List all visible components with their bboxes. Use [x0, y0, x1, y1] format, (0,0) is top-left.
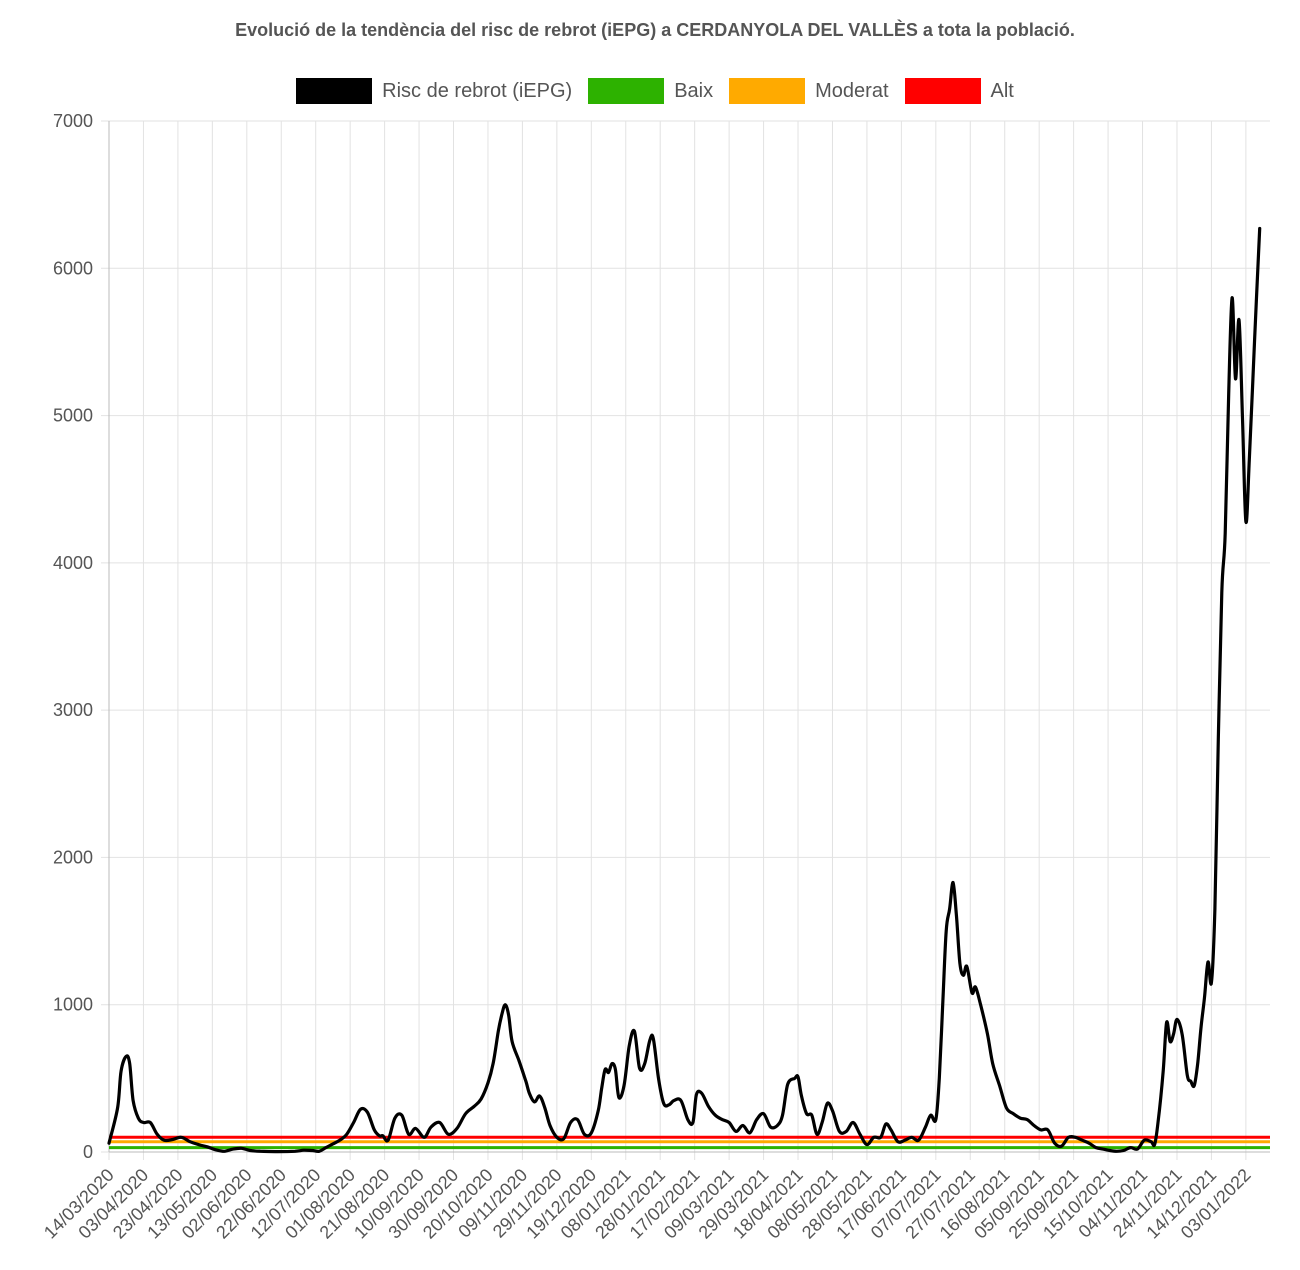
legend-item-moderat[interactable]: Moderat — [729, 78, 889, 104]
series-layer — [107, 226, 1262, 1154]
legend-label-baix: Baix — [674, 79, 714, 102]
y-tick-label: 5000 — [53, 406, 93, 426]
y-tick-label: 2000 — [53, 847, 93, 867]
y-tick-label: 3000 — [53, 700, 93, 720]
y-tick-label: 1000 — [53, 995, 93, 1015]
legend-item-iepg[interactable]: Risc de rebrot (iEPG) — [296, 78, 572, 104]
legend-swatch-iepg — [296, 78, 373, 104]
legend-swatch-alt — [904, 78, 981, 104]
legend: Risc de rebrot (iEPG) Baix Moderat Alt — [0, 78, 1300, 104]
x-axis: 14/03/202003/04/202023/04/202013/05/2020… — [40, 1165, 1255, 1243]
legend-item-alt[interactable]: Alt — [904, 78, 1014, 104]
y-tick-label: 4000 — [53, 553, 93, 573]
y-axis: 0 1000 2000 3000 4000 5000 6000 7000 — [53, 111, 93, 1162]
legend-label-moderat: Moderat — [815, 79, 889, 102]
y-tick-label: 0 — [83, 1142, 93, 1162]
legend-label-iepg: Risc de rebrot (iEPG) — [382, 79, 573, 102]
chart-title: Evolució de la tendència del risc de reb… — [235, 20, 1075, 40]
legend-swatch-baix — [588, 78, 665, 104]
legend-label-alt: Alt — [990, 79, 1014, 102]
legend-item-baix[interactable]: Baix — [588, 78, 713, 104]
legend-swatch-moderat — [729, 78, 806, 104]
grid — [101, 120, 1270, 1160]
y-tick-label: 7000 — [53, 111, 93, 131]
y-tick-label: 6000 — [53, 258, 93, 278]
series-line-iepg — [107, 226, 1262, 1154]
